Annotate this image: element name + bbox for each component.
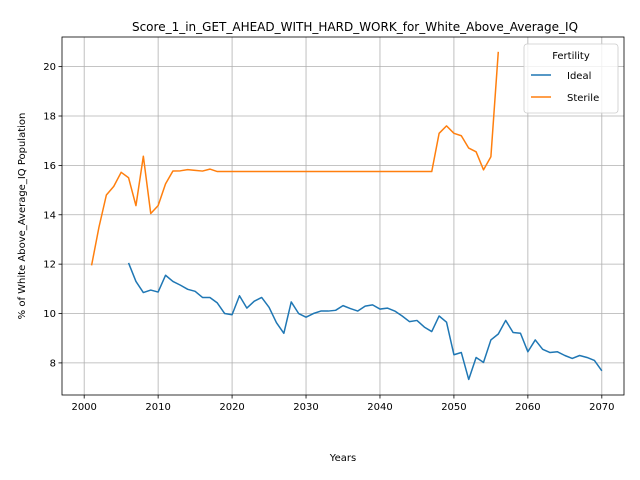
series-line-ideal (127, 262, 603, 381)
y-tick-label: 14 (43, 210, 56, 221)
y-axis-ticks: 8 10 12 14 16 18 20 (43, 62, 62, 369)
plot-frame (61, 36, 625, 396)
grid-lines (62, 37, 624, 395)
y-tick-label: 12 (43, 260, 56, 271)
legend-label-sterile: Sterile (567, 93, 599, 104)
legend: Fertility Ideal Sterile (523, 43, 619, 114)
x-axis-ticks: 2000 2010 2020 2030 2040 2050 2060 2070 (71, 395, 615, 413)
x-tick-label: 2000 (71, 402, 96, 413)
legend-title: Fertility (552, 51, 590, 62)
y-tick-label: 8 (50, 358, 56, 369)
x-tick-label: 2050 (441, 402, 466, 413)
x-tick-label: 2070 (589, 402, 614, 413)
series-line-sterile (90, 51, 500, 266)
legend-label-ideal: Ideal (567, 71, 591, 82)
chart-title: Score_1_in_GET_AHEAD_WITH_HARD_WORK_for_… (132, 20, 578, 34)
x-tick-label: 2040 (367, 402, 392, 413)
y-axis-label: % of White Above_Average_IQ Population (17, 113, 28, 320)
x-tick-label: 2060 (515, 402, 540, 413)
y-tick-label: 16 (43, 161, 56, 172)
y-tick-label: 20 (43, 62, 56, 73)
x-tick-label: 2030 (293, 402, 318, 413)
x-tick-label: 2010 (145, 402, 170, 413)
y-tick-label: 18 (43, 112, 56, 123)
legend-box (523, 43, 619, 114)
x-axis-label: Years (329, 453, 356, 464)
y-tick-label: 10 (43, 309, 56, 320)
series-lines (90, 51, 603, 381)
x-tick-label: 2020 (219, 402, 244, 413)
